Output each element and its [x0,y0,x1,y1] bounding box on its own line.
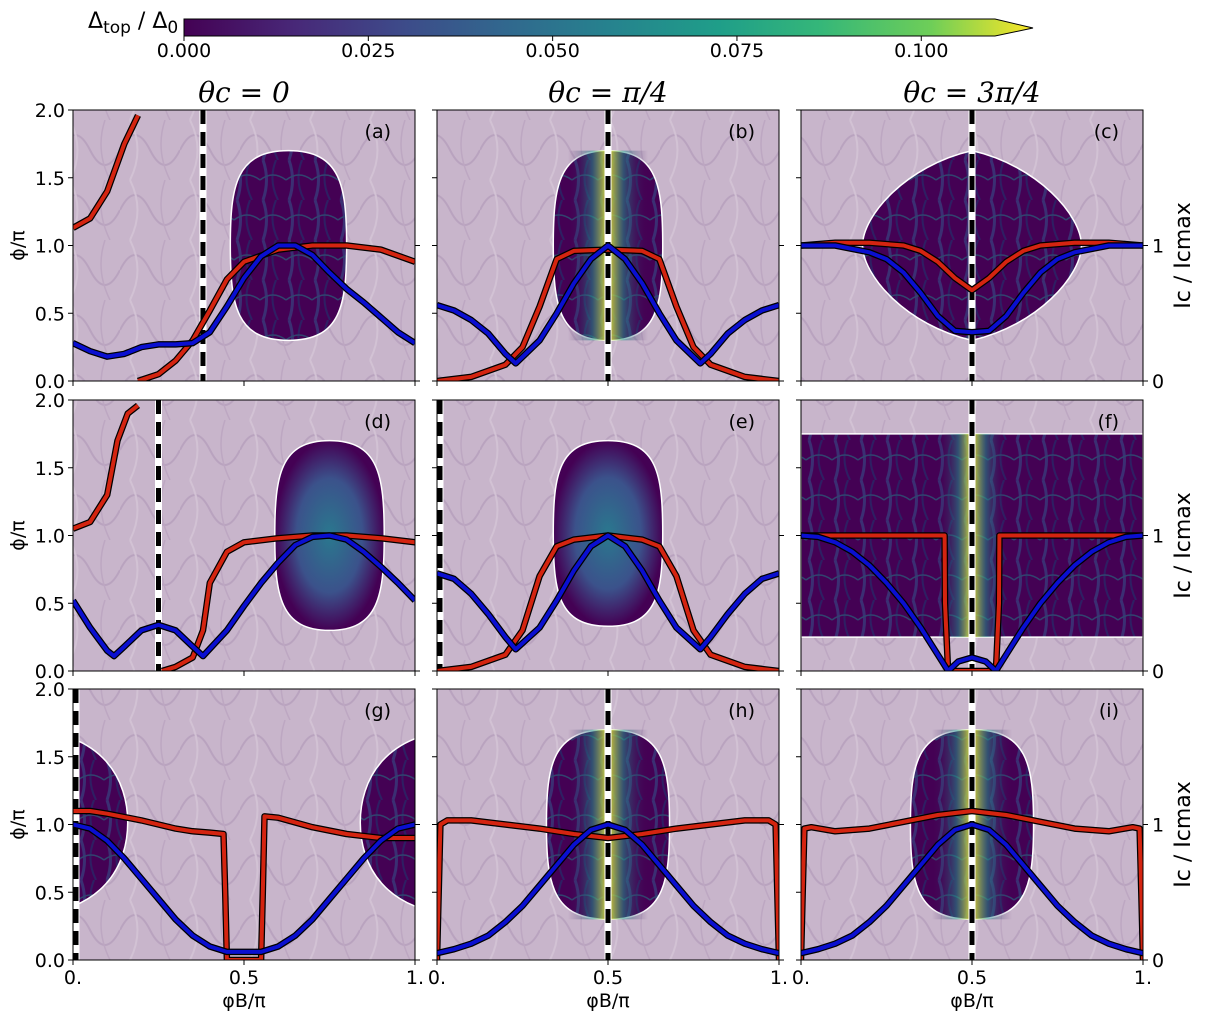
column-title: θc = 0 [198,76,290,109]
blue-curve [437,533,779,652]
x-tick-label: 0. [428,967,446,989]
gap-region [73,738,415,907]
y-tick-label: 2.0 [35,390,65,412]
red-curve [73,809,415,960]
x-tick-label: 0.5 [957,967,987,989]
heatmap-background [73,689,415,960]
red-curve [437,818,779,960]
y-axis-label: ϕ/π [7,520,29,550]
x-tick-label: 1. [1134,967,1152,989]
blue-curve [73,822,415,954]
panel-c: (c) 0 1 Ic / Icmax [796,109,1196,393]
panel-label: (g) [364,700,391,722]
red-curve [73,114,140,230]
panel-h: (h) 0. 0.5 1. φB/π [428,688,788,1012]
y-tick-label: 1.5 [35,747,65,769]
blue-curve [801,243,1143,335]
y2-tick-label: 0 [1152,950,1164,972]
x-tick-label: 1. [406,967,424,989]
y-tick-label: 0.5 [35,303,65,325]
panel-f: (f) 0 1 Ic / Icmax [796,399,1196,683]
blue-curve [801,533,1143,671]
red-curve [161,533,415,671]
panel-label: (f) [1097,411,1119,433]
y-axis-label: ϕ/π [7,809,29,839]
y-tick-label: 2.0 [35,100,65,122]
panel-label: (d) [364,411,391,433]
colorbar-tick-label: 0.025 [341,40,395,62]
panel-i: (i) 0 1 0. 0.5 1. Ic / Icmax φB/π [792,688,1196,1012]
panel-d: (d) 0.0 0.5 1.0 1.5 2.0 ϕ/π [7,390,420,683]
panel-label: (c) [1094,121,1119,143]
y-tick-label: 1.0 [35,236,65,258]
x-tick-label: 0. [64,967,82,989]
blue-curve [437,243,779,366]
column-title: θc = 3π/4 [903,76,1040,109]
blue-curve [437,822,779,956]
colorbar-tick-label: 0.050 [525,40,579,62]
panel-grid: θc = 0 θc = π/4 θc = 3π/4(a)0.00.51.01.52.… [7,76,1196,1012]
colorbar-label: Δtop / Δ0 [88,9,178,38]
y2-tick-label: 1 [1152,236,1164,258]
panel-label: (a) [365,121,391,143]
y-tick-label: 1.5 [35,458,65,480]
panel-g: (g) 0.0 0.5 1.0 1.5 2.0 0. 0.5 1. ϕ/π φB/π [7,679,424,1012]
y-axis-label: ϕ/π [7,230,29,260]
blue-curve [73,533,415,659]
colorbar-tick-label: 0.100 [894,40,948,62]
panel-label: (e) [728,411,755,433]
panel-b: (b) [432,109,784,386]
y-tick-label: 0.0 [35,950,65,972]
red-curve [137,243,415,381]
red-curve [801,240,1143,293]
y2-tick-label: 1 [1152,526,1164,548]
red-curve [801,533,1143,671]
y2-axis-label: Ic / Icmax [1171,781,1196,888]
panel-a: (a) 0.0 0.5 1.0 1.5 2.0 ϕ/π [7,100,420,393]
red-curve [73,403,140,531]
red-curve [801,809,1143,960]
y-tick-label: 0.0 [35,661,65,683]
colorbar-ticks: 0.000 0.025 0.050 0.075 0.100 [157,36,948,62]
x-tick-label: 1. [770,967,788,989]
y2-tick-label: 0 [1152,661,1164,683]
colorbar-tick-label: 0.000 [157,40,211,62]
y-tick-label: 1.0 [35,526,65,548]
x-axis-label: φB/π [222,990,265,1012]
y-tick-label: 1.5 [35,168,65,190]
panel-label: (i) [1099,700,1119,722]
y-tick-label: 1.0 [35,815,65,837]
x-axis-label: φB/π [586,990,629,1012]
column-title: θc = π/4 [548,76,667,109]
x-tick-label: 0.5 [593,967,623,989]
y-tick-label: 0.5 [35,593,65,615]
y-tick-label: 0.0 [35,371,65,393]
y-tick-label: 2.0 [35,679,65,701]
blue-curve [73,243,415,359]
x-tick-label: 0. [792,967,810,989]
x-axis-label: φB/π [950,990,993,1012]
y2-axis-label: Ic / Icmax [1171,492,1196,599]
y2-axis-label: Ic / Icmax [1171,202,1196,309]
x-tick-label: 0.5 [229,967,259,989]
blue-curve [801,822,1143,956]
colorbar-tick-label: 0.075 [710,40,764,62]
panel-label: (h) [728,700,755,722]
colorbar-bar [183,18,1034,37]
y-tick-label: 0.5 [35,882,65,904]
y2-tick-label: 1 [1152,815,1164,837]
panel-label: (b) [728,121,755,143]
panel-e: (e) [432,399,784,676]
y2-tick-label: 0 [1152,371,1164,393]
colorbar: Δtop / Δ0 0.000 0.025 0.050 0.075 0.100 [88,9,1034,62]
